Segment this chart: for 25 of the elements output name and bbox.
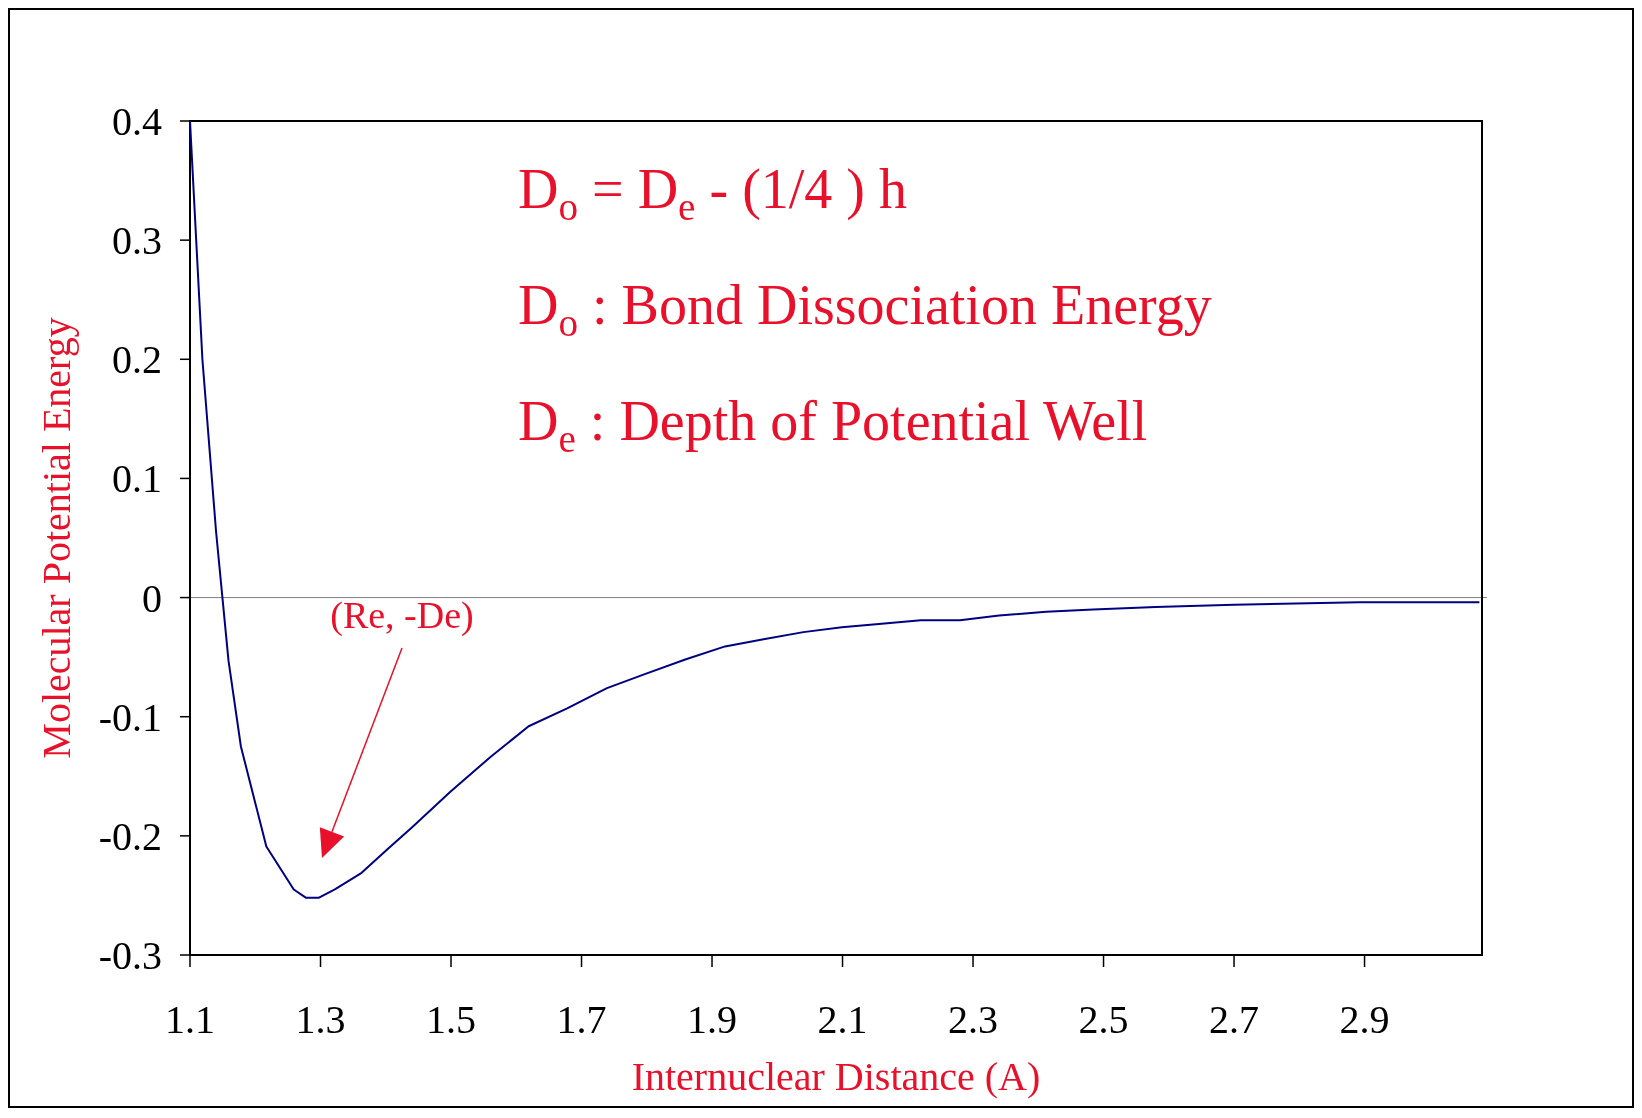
annotation: D$_{o}$ = D$_{e}$ - (1/4 ) h bbox=[518, 158, 907, 228]
x-tick-label: 1.7 bbox=[556, 997, 607, 1042]
y-tick-label: 0.4 bbox=[112, 99, 162, 144]
x-tick-label: 2.5 bbox=[1078, 997, 1129, 1042]
annotation: D$_{o}$ : Bond Dissociation Energy bbox=[518, 274, 1212, 344]
x-tick-label: 1.1 bbox=[165, 997, 215, 1042]
x-tick-label: 1.3 bbox=[295, 997, 346, 1042]
x-tick-label: 2.7 bbox=[1209, 997, 1260, 1042]
y-tick-label: 0 bbox=[142, 575, 162, 621]
y-tick-label: 0.1 bbox=[112, 456, 162, 502]
y-tick-label: -0.3 bbox=[98, 933, 162, 978]
x-tick-label: 1.9 bbox=[687, 997, 738, 1042]
y-tick-label: 0.3 bbox=[112, 218, 162, 264]
y-axis-title: Molecular Potential Energy bbox=[34, 317, 79, 759]
x-tick-label: 2.3 bbox=[948, 997, 999, 1042]
x-tick-label: 1.5 bbox=[426, 997, 477, 1042]
y-tick-label: -0.2 bbox=[98, 813, 162, 859]
y-tick-label: 0.2 bbox=[112, 337, 162, 383]
annotation: D$_{e}$ : Depth of Potential Well bbox=[518, 390, 1148, 460]
x-tick-label: 2.9 bbox=[1339, 997, 1390, 1042]
x-tick-label: 2.1 bbox=[817, 997, 868, 1042]
y-tick-label: -0.1 bbox=[98, 694, 162, 740]
line-series bbox=[189, 120, 1481, 899]
annotation: (Re, -De) bbox=[330, 594, 474, 637]
x-axis-title: Internuclear Distance (A) bbox=[631, 1054, 1041, 1099]
